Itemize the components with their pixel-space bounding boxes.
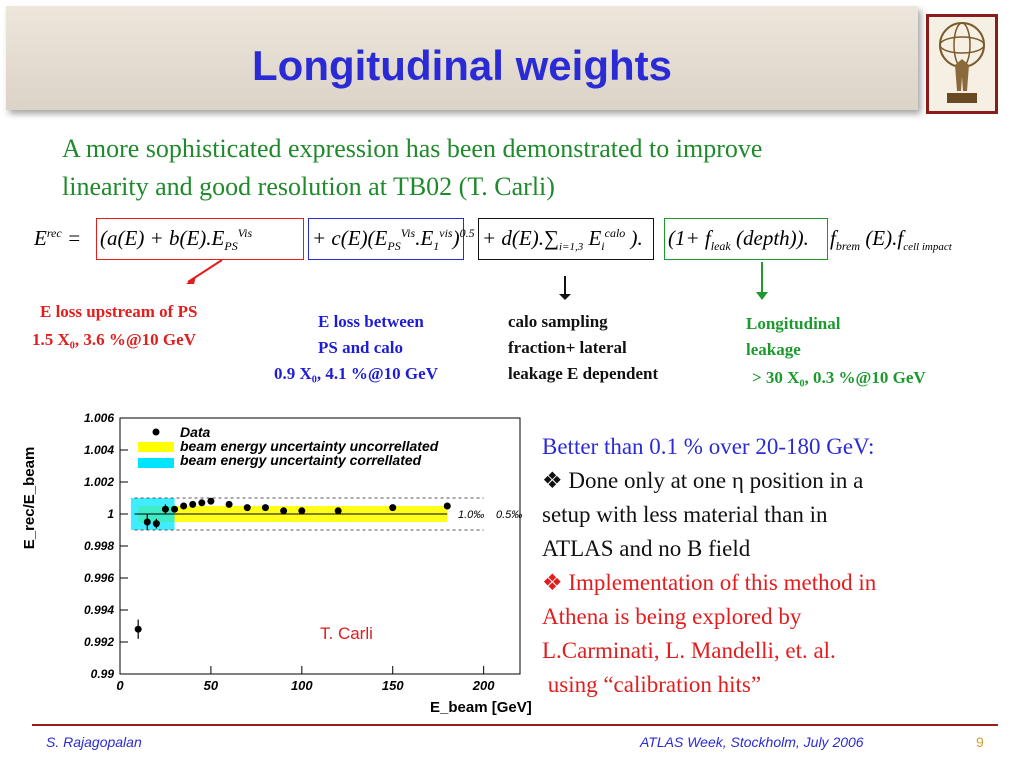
footer-divider xyxy=(32,724,998,726)
legend-entry: beam energy uncertainty uncorrellated xyxy=(180,438,439,454)
legend-entry: beam energy uncertainty correllated xyxy=(180,452,422,468)
y-tick-label: 0.996 xyxy=(84,571,114,585)
data-points xyxy=(134,497,451,639)
atlas-logo-image xyxy=(926,14,998,114)
x-axis-label: E_beam [GeV] xyxy=(430,699,532,716)
data-point xyxy=(152,520,160,528)
footer-page-number: 9 xyxy=(976,734,984,750)
legend-entry: Data xyxy=(180,424,211,440)
formula-part-between: + c(E)(EPSVis.E1vis)0.5 xyxy=(312,226,475,254)
intro-text: A more sophisticated expression has been… xyxy=(62,130,962,206)
bullet-2-line-3: L.Carminati, L. Mandelli, et. al. xyxy=(542,638,836,663)
data-point xyxy=(280,507,288,515)
band-label-1: 1.0‰ xyxy=(458,509,484,521)
x-tick-label: 50 xyxy=(204,678,219,693)
annotation-calo-line-2: fraction+ lateral xyxy=(508,338,627,357)
data-point xyxy=(171,505,179,513)
y-tick-label: 0.994 xyxy=(84,603,114,617)
x-tick-label: 0 xyxy=(116,678,124,693)
y-axis-label: E_rec/E_beam xyxy=(21,447,38,550)
formula-part-calo: + d(E).∑i=1,3 Eicalo ). xyxy=(482,226,643,254)
bullet-1-line-1: ❖ Done only at one η position in a xyxy=(542,468,864,493)
annotation-leakage-line-1: Longitudinal xyxy=(746,314,841,333)
data-point xyxy=(225,500,233,508)
annotation-leakage: Longitudinal leakage xyxy=(746,311,841,363)
band-label-2: 0.5‰ xyxy=(496,509,522,521)
bullet-1-line-2: setup with less material than in xyxy=(542,502,828,527)
annotation-leakage-value: > 30 X₀, 0.3 %@10 GeV xyxy=(752,368,926,387)
annotation-calo-line-1: calo sampling xyxy=(508,312,608,331)
bullet-2-line-4: using “calibration hits” xyxy=(542,672,762,697)
data-point xyxy=(389,504,397,512)
bullet-2-line-2: Athena is being explored by xyxy=(542,604,802,629)
formula-box-calo xyxy=(478,218,654,260)
footer-author: S. Rajagopalan xyxy=(46,734,142,750)
data-point xyxy=(243,504,251,512)
x-tick-label: 100 xyxy=(291,678,313,693)
plot-frame xyxy=(119,417,521,675)
annotation-between-line-1: E loss between xyxy=(318,312,424,331)
legend-marker-uncorrelated xyxy=(138,442,174,452)
bullet-1-line-3: ATLAS and no B field xyxy=(542,536,751,561)
data-point xyxy=(189,500,197,508)
annotation-upstream-value: 1.5 X₀, 3.6 %@10 GeV xyxy=(32,330,196,349)
y-tick-label: 1.004 xyxy=(84,443,114,457)
y-tick-label: 1.002 xyxy=(84,475,114,489)
intro-line-2: linearity and good resolution at TB02 (T… xyxy=(62,172,555,201)
annotation-between: E loss between PS and calo xyxy=(318,309,424,361)
formula-box-upstream xyxy=(96,218,304,260)
annotation-upstream-line-1: E loss upstream of PS xyxy=(40,302,198,321)
formula-part-erec: Erec = xyxy=(34,226,82,250)
arrowhead-upstream xyxy=(186,276,196,284)
data-point xyxy=(207,497,215,505)
y-tick-label: 0.998 xyxy=(84,539,114,553)
annotation-calo: calo sampling fraction+ lateral leakage … xyxy=(508,309,658,387)
data-point xyxy=(334,507,342,515)
arrowhead-calo xyxy=(559,294,571,300)
title-banner: Longitudinal weights xyxy=(6,6,918,110)
slide-title: Longitudinal weights xyxy=(252,42,672,89)
annotation-calo-line-3: leakage E dependent xyxy=(508,364,659,383)
formula-part-leakage: (1+ fleak (depth)). xyxy=(668,226,809,254)
annotation-upstream: E loss upstream of PS xyxy=(40,299,197,325)
bullet-2-line-1: ❖ Implementation of this method in xyxy=(542,570,877,595)
data-point xyxy=(298,507,306,515)
conclusion-headline: Better than 0.1 % over 20-180 GeV: xyxy=(542,434,875,459)
arrowhead-leakage xyxy=(756,292,768,300)
formula-box-between xyxy=(308,218,464,260)
y-tick-label: 1.006 xyxy=(84,411,114,425)
y-tick-label: 1 xyxy=(107,507,114,521)
legend-marker-correlated xyxy=(138,458,174,468)
data-point xyxy=(198,499,206,507)
y-tick-label: 0.99 xyxy=(91,667,115,681)
footer-event: ATLAS Week, Stockholm, July 2006 xyxy=(640,734,864,750)
formula-arrows xyxy=(186,259,768,300)
linearity-chart-svg: 0.99 0.992 0.994 0.996 0.998 1 1.002 1.004 1.006… xyxy=(21,411,532,716)
y-tick-label: 0.992 xyxy=(84,635,114,649)
data-point xyxy=(443,502,451,510)
x-tick-label: 150 xyxy=(382,678,404,693)
formula-part-corrections: fbrem (E).fcell impact xyxy=(830,226,952,254)
y-tick-labels: 0.99 0.992 0.994 0.996 0.998 1 1.002 1.004 1.006 xyxy=(84,411,128,681)
formula-box-leakage xyxy=(664,218,828,260)
conclusions: Better than 0.1 % over 20-180 GeV: ❖ Don… xyxy=(542,430,1012,702)
data-point xyxy=(180,502,188,510)
annotation-leakage-line-2: leakage xyxy=(746,340,801,359)
linearity-chart: 0.99 0.992 0.994 0.996 0.998 1 1.002 1.004 1.006… xyxy=(10,404,534,720)
x-tick-labels: 0 50 100 150 200 xyxy=(116,666,495,693)
formula-part-upstream: (a(E) + b(E).EPSVis xyxy=(100,226,253,254)
data-point xyxy=(261,504,269,512)
chart-credit: T. Carli xyxy=(320,624,373,643)
annotation-between-value: 0.9 X₀, 4.1 %@10 GeV xyxy=(274,364,438,383)
legend-marker-data xyxy=(152,428,160,436)
intro-line-1: A more sophisticated expression has been… xyxy=(62,134,763,163)
data-point xyxy=(134,625,142,633)
x-tick-label: 200 xyxy=(472,678,495,693)
formula: Erec = (a(E) + b(E).EPSVis + c(E)(EPSVis… xyxy=(30,214,1010,274)
data-point xyxy=(143,518,151,526)
dashed-reference-lines xyxy=(134,497,484,531)
data-point xyxy=(161,505,169,513)
annotation-between-line-2: PS and calo xyxy=(318,338,404,357)
